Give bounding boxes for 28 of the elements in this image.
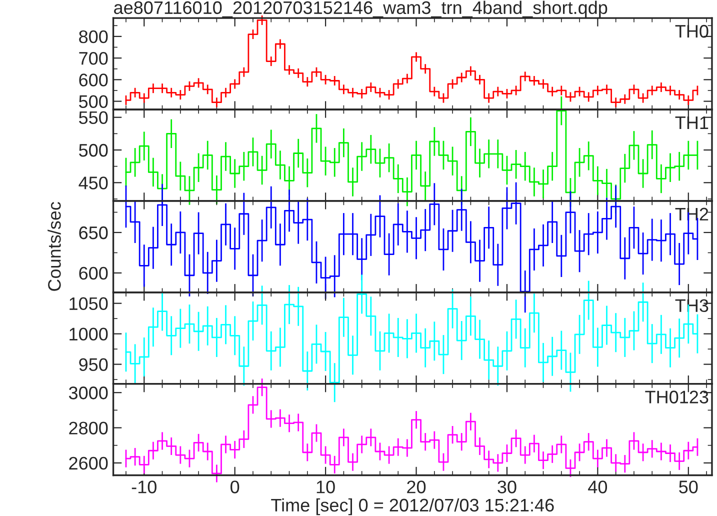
x-tick-label: 50 [679, 480, 698, 494]
annotation: TH0123 [645, 390, 708, 404]
x-axis-title: Time [sec] 0 = 2012/07/03 15:21:46 [271, 498, 554, 516]
x-tick-label: 20 [407, 480, 426, 494]
y-axis-title: Counts/sec [48, 202, 61, 291]
annotation: TH1 [675, 116, 708, 129]
x-tick-label: 0 [230, 480, 240, 494]
x-tick-label: -10 [132, 480, 156, 494]
y-tick-label: 600 [79, 74, 108, 86]
y-tick-label: 2600 [69, 456, 108, 470]
y-tick-label: 500 [79, 95, 108, 108]
y-tick-label: 550 [79, 111, 108, 124]
y-tick-label: 700 [79, 52, 108, 65]
y-tick-label: 2800 [69, 422, 108, 434]
annotation: TH0 [675, 24, 708, 38]
chart-title: ae807116010_20120703152146_wam3_trn_4band_short.qdp [114, 0, 608, 18]
y-tick-label: 3000 [68, 386, 108, 400]
y-tick-label: 500 [79, 144, 108, 157]
x-tick-label: 30 [498, 480, 516, 494]
y-tick-label: 950 [79, 358, 108, 372]
y-tick-label: 1050 [70, 297, 108, 310]
y-tick-label: 600 [79, 266, 108, 280]
x-tick-label: 40 [588, 480, 608, 494]
x-tick-label: 10 [316, 480, 335, 494]
y-tick-label: 1000 [70, 328, 108, 341]
y-tick-label: 650 [79, 226, 108, 240]
y-tick-label: 450 [78, 176, 108, 190]
y-tick-label: 800 [79, 30, 108, 44]
